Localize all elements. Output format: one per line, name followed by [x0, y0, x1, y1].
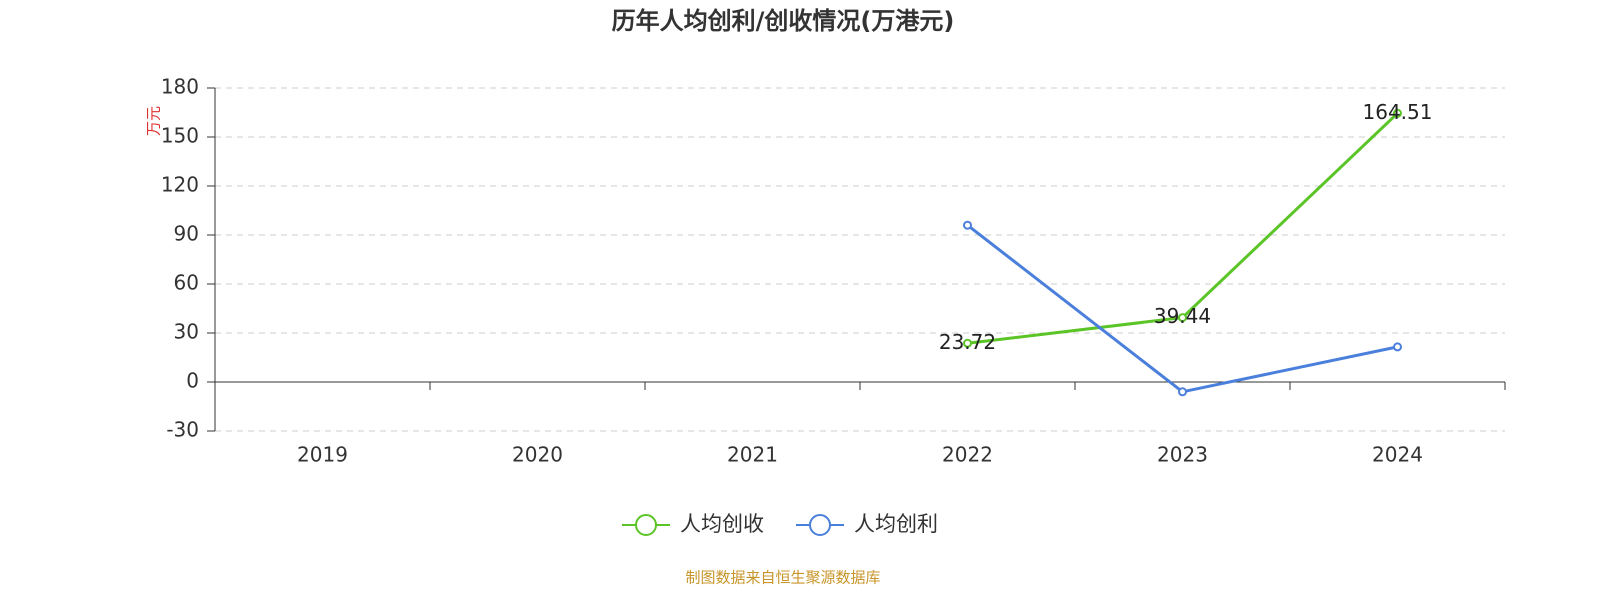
data-point [1178, 313, 1187, 323]
y-tick-label: 120 [161, 173, 199, 197]
data-label: 39.44 [1154, 304, 1211, 328]
legend-label: 人均创收 [680, 512, 764, 536]
data-point [963, 338, 972, 348]
data-label: 164.51 [1363, 100, 1433, 124]
legend-marker [809, 514, 831, 536]
x-tick-label: 2023 [1157, 443, 1208, 467]
x-tick-label: 2019 [297, 443, 348, 467]
x-tick-label: 2024 [1372, 443, 1423, 467]
data-point [963, 220, 972, 230]
x-tick-label: 2022 [942, 443, 993, 467]
y-tick-label: 0 [186, 369, 199, 393]
data-label: 23.72 [939, 330, 996, 354]
y-tick-label: 30 [174, 320, 199, 344]
data-point [1178, 387, 1187, 397]
data-point [1393, 342, 1402, 352]
data-point [1393, 108, 1402, 118]
y-tick-label: -30 [166, 418, 199, 442]
x-tick-label: 2020 [512, 443, 563, 467]
legend-marker [635, 514, 657, 536]
source-note: 制图数据来自恒生聚源数据库 [685, 569, 880, 587]
x-tick-label: 2021 [727, 443, 778, 467]
y-tick-label: 180 [161, 75, 199, 99]
y-tick-label: 150 [161, 124, 199, 148]
chart-title: 历年人均创利/创收情况(万港元) [612, 7, 955, 35]
y-axis-label: 万元 [145, 106, 163, 136]
y-tick-label: 60 [174, 271, 199, 295]
y-tick-label: 90 [174, 222, 199, 246]
legend-label: 人均创利 [854, 512, 938, 536]
